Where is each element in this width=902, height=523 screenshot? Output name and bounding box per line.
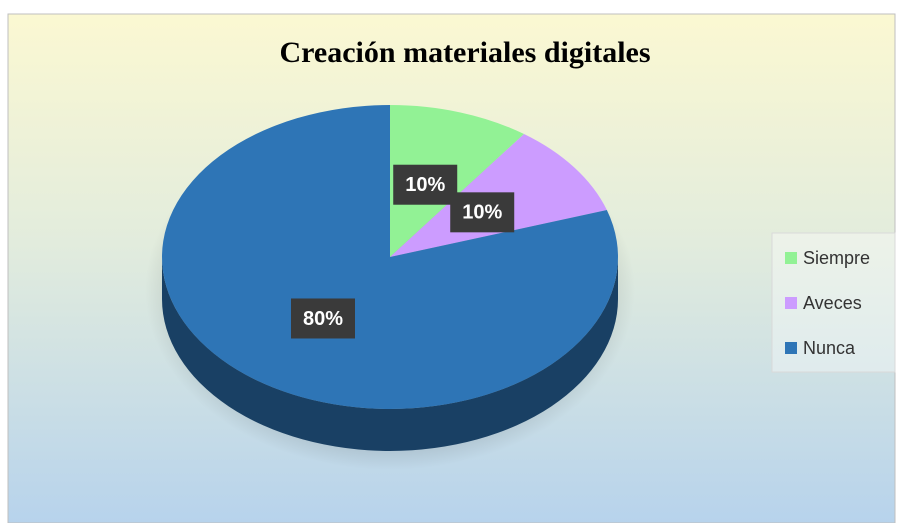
legend-label: Aveces (803, 293, 862, 313)
legend-swatch (785, 342, 797, 354)
legend-swatch (785, 297, 797, 309)
value-label-box (290, 298, 355, 339)
legend-swatch (785, 252, 797, 264)
chart-title: Creación materiales digitales (279, 36, 650, 69)
legend-label: Nunca (803, 338, 856, 358)
value-label: 10% (462, 202, 502, 224)
value-label-box (450, 192, 515, 233)
value-label: 80% (303, 308, 343, 330)
value-label-box (393, 164, 458, 205)
legend-label: Siempre (803, 248, 870, 268)
value-label: 10% (405, 174, 445, 196)
pie-slice (162, 105, 618, 410)
pie-side (162, 257, 618, 451)
